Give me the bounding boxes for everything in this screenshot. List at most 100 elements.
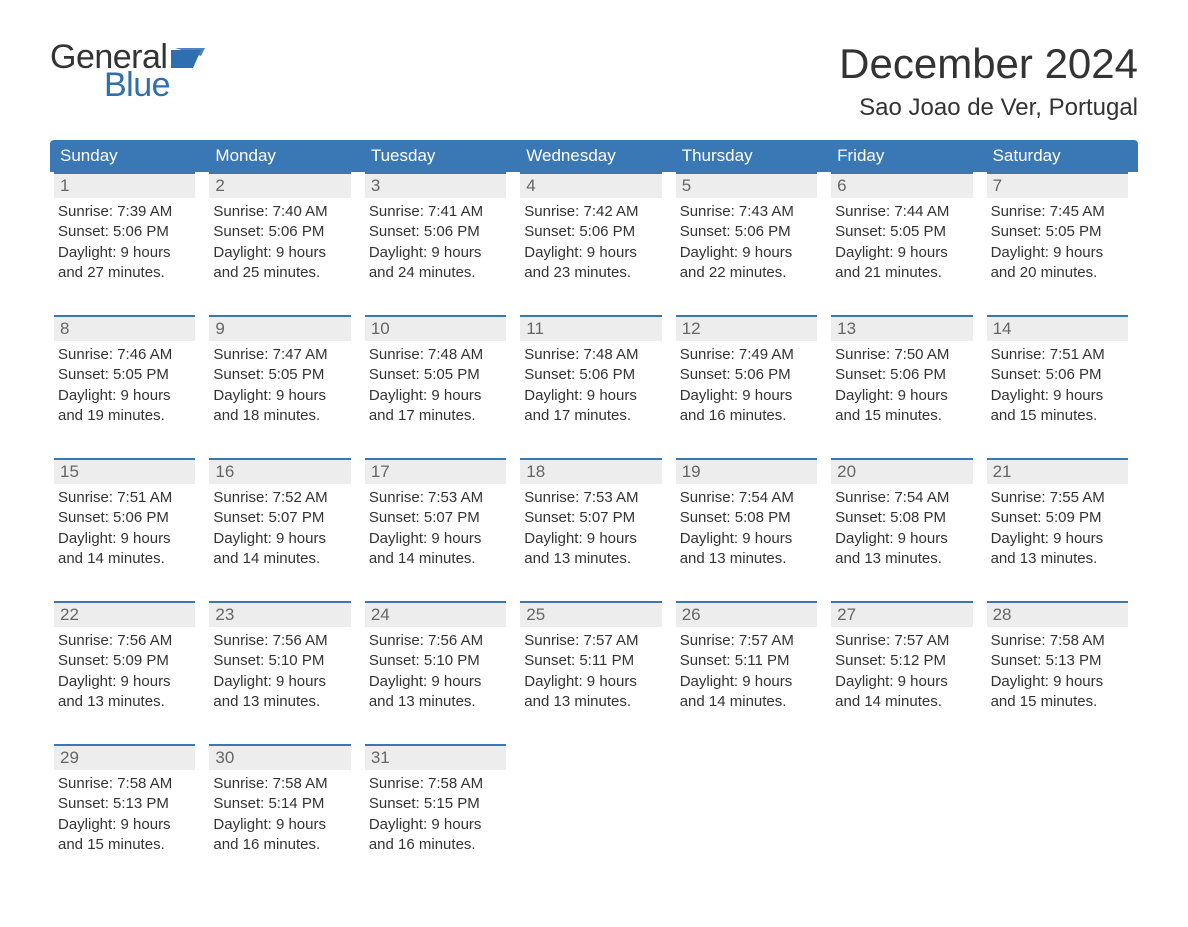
day-cell: 7 Sunrise: 7:45 AMSunset: 5:05 PMDaylight… xyxy=(983,172,1138,287)
day-text: Sunrise: 7:49 AMSunset: 5:06 PMDaylight:… xyxy=(676,345,817,426)
day-cell: 9 Sunrise: 7:47 AMSunset: 5:05 PMDaylight… xyxy=(205,315,360,430)
day-text: Sunrise: 7:58 AMSunset: 5:15 PMDaylight:… xyxy=(365,774,506,855)
day-cell: 2 Sunrise: 7:40 AMSunset: 5:06 PMDaylight… xyxy=(205,172,360,287)
logo-text-bottom: Blue xyxy=(104,68,215,102)
day-number: 5 xyxy=(676,172,817,198)
day-cell: 14 Sunrise: 7:51 AMSunset: 5:06 PMDayligh… xyxy=(983,315,1138,430)
logo: General Blue xyxy=(50,40,215,102)
day-number: 14 xyxy=(987,315,1128,341)
day-cell: 16Sunrise: 7:52 AMSunset: 5:07 PMDayligh… xyxy=(205,458,360,573)
day-cell: 26Sunrise: 7:57 AMSunset: 5:11 PMDayligh… xyxy=(672,601,827,716)
day-text: Sunrise: 7:51 AMSunset: 5:06 PMDaylight:… xyxy=(987,345,1128,426)
day-cell: 28 Sunrise: 7:58 AMSunset: 5:13 PMDayligh… xyxy=(983,601,1138,716)
page-subtitle: Sao Joao de Ver, Portugal xyxy=(839,94,1138,122)
day-header-tuesday: Tuesday xyxy=(361,140,516,172)
day-number: 20 xyxy=(831,458,972,484)
day-cell: 5 Sunrise: 7:43 AMSunset: 5:06 PMDaylight… xyxy=(672,172,827,287)
day-cell: 8 Sunrise: 7:46 AMSunset: 5:05 PMDaylight… xyxy=(50,315,205,430)
day-text: Sunrise: 7:50 AMSunset: 5:06 PMDaylight:… xyxy=(831,345,972,426)
day-number: 9 xyxy=(209,315,350,341)
day-number: 28 xyxy=(987,601,1128,627)
calendar-header-row: SundayMondayTuesdayWednesdayThursdayFrid… xyxy=(50,140,1138,172)
day-text: Sunrise: 7:58 AMSunset: 5:14 PMDaylight:… xyxy=(209,774,350,855)
day-number: 2 xyxy=(209,172,350,198)
day-number: 26 xyxy=(676,601,817,627)
day-text: Sunrise: 7:42 AMSunset: 5:06 PMDaylight:… xyxy=(520,202,661,283)
day-text: Sunrise: 7:51 AMSunset: 5:06 PMDaylight:… xyxy=(54,488,195,569)
day-number: 24 xyxy=(365,601,506,627)
day-text: Sunrise: 7:47 AMSunset: 5:05 PMDaylight:… xyxy=(209,345,350,426)
day-cell: 27 Sunrise: 7:57 AMSunset: 5:12 PMDayligh… xyxy=(827,601,982,716)
day-cell: 6 Sunrise: 7:44 AMSunset: 5:05 PMDaylight… xyxy=(827,172,982,287)
day-cell: 17Sunrise: 7:53 AMSunset: 5:07 PMDayligh… xyxy=(361,458,516,573)
week-row: 29 Sunrise: 7:58 AMSunset: 5:13 PMDayligh… xyxy=(50,744,1138,859)
week-row: 8 Sunrise: 7:46 AMSunset: 5:05 PMDaylight… xyxy=(50,315,1138,430)
day-header-sunday: Sunday xyxy=(50,140,205,172)
day-number: 17 xyxy=(365,458,506,484)
day-text: Sunrise: 7:39 AMSunset: 5:06 PMDaylight:… xyxy=(54,202,195,283)
day-cell: 23Sunrise: 7:56 AMSunset: 5:10 PMDayligh… xyxy=(205,601,360,716)
day-text: Sunrise: 7:45 AMSunset: 5:05 PMDaylight:… xyxy=(987,202,1128,283)
day-text: Sunrise: 7:44 AMSunset: 5:05 PMDaylight:… xyxy=(831,202,972,283)
day-number: 7 xyxy=(987,172,1128,198)
day-cell: 25Sunrise: 7:57 AMSunset: 5:11 PMDayligh… xyxy=(516,601,671,716)
day-text: Sunrise: 7:48 AMSunset: 5:06 PMDaylight:… xyxy=(520,345,661,426)
day-cell: 31 Sunrise: 7:58 AMSunset: 5:15 PMDayligh… xyxy=(361,744,516,859)
day-cell: 3 Sunrise: 7:41 AMSunset: 5:06 PMDaylight… xyxy=(361,172,516,287)
day-cell xyxy=(827,744,982,859)
day-text: Sunrise: 7:57 AMSunset: 5:11 PMDaylight:… xyxy=(520,631,661,712)
day-header-friday: Friday xyxy=(827,140,982,172)
day-text: Sunrise: 7:41 AMSunset: 5:06 PMDaylight:… xyxy=(365,202,506,283)
day-number: 31 xyxy=(365,744,506,770)
day-cell: 21 Sunrise: 7:55 AMSunset: 5:09 PMDayligh… xyxy=(983,458,1138,573)
day-header-thursday: Thursday xyxy=(672,140,827,172)
day-cell: 29 Sunrise: 7:58 AMSunset: 5:13 PMDayligh… xyxy=(50,744,205,859)
day-cell: 30 Sunrise: 7:58 AMSunset: 5:14 PMDayligh… xyxy=(205,744,360,859)
day-text: Sunrise: 7:58 AMSunset: 5:13 PMDaylight:… xyxy=(987,631,1128,712)
day-text: Sunrise: 7:54 AMSunset: 5:08 PMDaylight:… xyxy=(676,488,817,569)
day-cell: 13 Sunrise: 7:50 AMSunset: 5:06 PMDayligh… xyxy=(827,315,982,430)
week-row: 1Sunrise: 7:39 AMSunset: 5:06 PMDaylight… xyxy=(50,172,1138,287)
day-number: 8 xyxy=(54,315,195,341)
day-text: Sunrise: 7:53 AMSunset: 5:07 PMDaylight:… xyxy=(520,488,661,569)
day-text: Sunrise: 7:46 AMSunset: 5:05 PMDaylight:… xyxy=(54,345,195,426)
day-header-wednesday: Wednesday xyxy=(516,140,671,172)
day-cell: 22 Sunrise: 7:56 AMSunset: 5:09 PMDayligh… xyxy=(50,601,205,716)
day-text: Sunrise: 7:58 AMSunset: 5:13 PMDaylight:… xyxy=(54,774,195,855)
day-number: 3 xyxy=(365,172,506,198)
day-cell: 19 Sunrise: 7:54 AMSunset: 5:08 PMDayligh… xyxy=(672,458,827,573)
day-cell: 24Sunrise: 7:56 AMSunset: 5:10 PMDayligh… xyxy=(361,601,516,716)
day-cell: 12 Sunrise: 7:49 AMSunset: 5:06 PMDayligh… xyxy=(672,315,827,430)
day-text: Sunrise: 7:48 AMSunset: 5:05 PMDaylight:… xyxy=(365,345,506,426)
day-cell xyxy=(983,744,1138,859)
week-row: 15Sunrise: 7:51 AMSunset: 5:06 PMDayligh… xyxy=(50,458,1138,573)
day-number: 27 xyxy=(831,601,972,627)
day-number: 19 xyxy=(676,458,817,484)
day-text: Sunrise: 7:56 AMSunset: 5:09 PMDaylight:… xyxy=(54,631,195,712)
day-number: 30 xyxy=(209,744,350,770)
day-cell: 1Sunrise: 7:39 AMSunset: 5:06 PMDaylight… xyxy=(50,172,205,287)
day-number: 23 xyxy=(209,601,350,627)
day-text: Sunrise: 7:43 AMSunset: 5:06 PMDaylight:… xyxy=(676,202,817,283)
day-cell xyxy=(516,744,671,859)
day-cell: 10Sunrise: 7:48 AMSunset: 5:05 PMDayligh… xyxy=(361,315,516,430)
day-cell: 4 Sunrise: 7:42 AMSunset: 5:06 PMDaylight… xyxy=(516,172,671,287)
day-cell xyxy=(672,744,827,859)
day-cell: 15Sunrise: 7:51 AMSunset: 5:06 PMDayligh… xyxy=(50,458,205,573)
day-number: 4 xyxy=(520,172,661,198)
week-row: 22 Sunrise: 7:56 AMSunset: 5:09 PMDayligh… xyxy=(50,601,1138,716)
day-text: Sunrise: 7:40 AMSunset: 5:06 PMDaylight:… xyxy=(209,202,350,283)
day-number: 12 xyxy=(676,315,817,341)
day-text: Sunrise: 7:54 AMSunset: 5:08 PMDaylight:… xyxy=(831,488,972,569)
day-number: 22 xyxy=(54,601,195,627)
day-number: 16 xyxy=(209,458,350,484)
day-number: 29 xyxy=(54,744,195,770)
day-text: Sunrise: 7:55 AMSunset: 5:09 PMDaylight:… xyxy=(987,488,1128,569)
day-number: 6 xyxy=(831,172,972,198)
day-text: Sunrise: 7:57 AMSunset: 5:12 PMDaylight:… xyxy=(831,631,972,712)
day-header-saturday: Saturday xyxy=(983,140,1138,172)
day-number: 21 xyxy=(987,458,1128,484)
day-number: 13 xyxy=(831,315,972,341)
day-cell: 20 Sunrise: 7:54 AMSunset: 5:08 PMDayligh… xyxy=(827,458,982,573)
day-cell: 11Sunrise: 7:48 AMSunset: 5:06 PMDayligh… xyxy=(516,315,671,430)
